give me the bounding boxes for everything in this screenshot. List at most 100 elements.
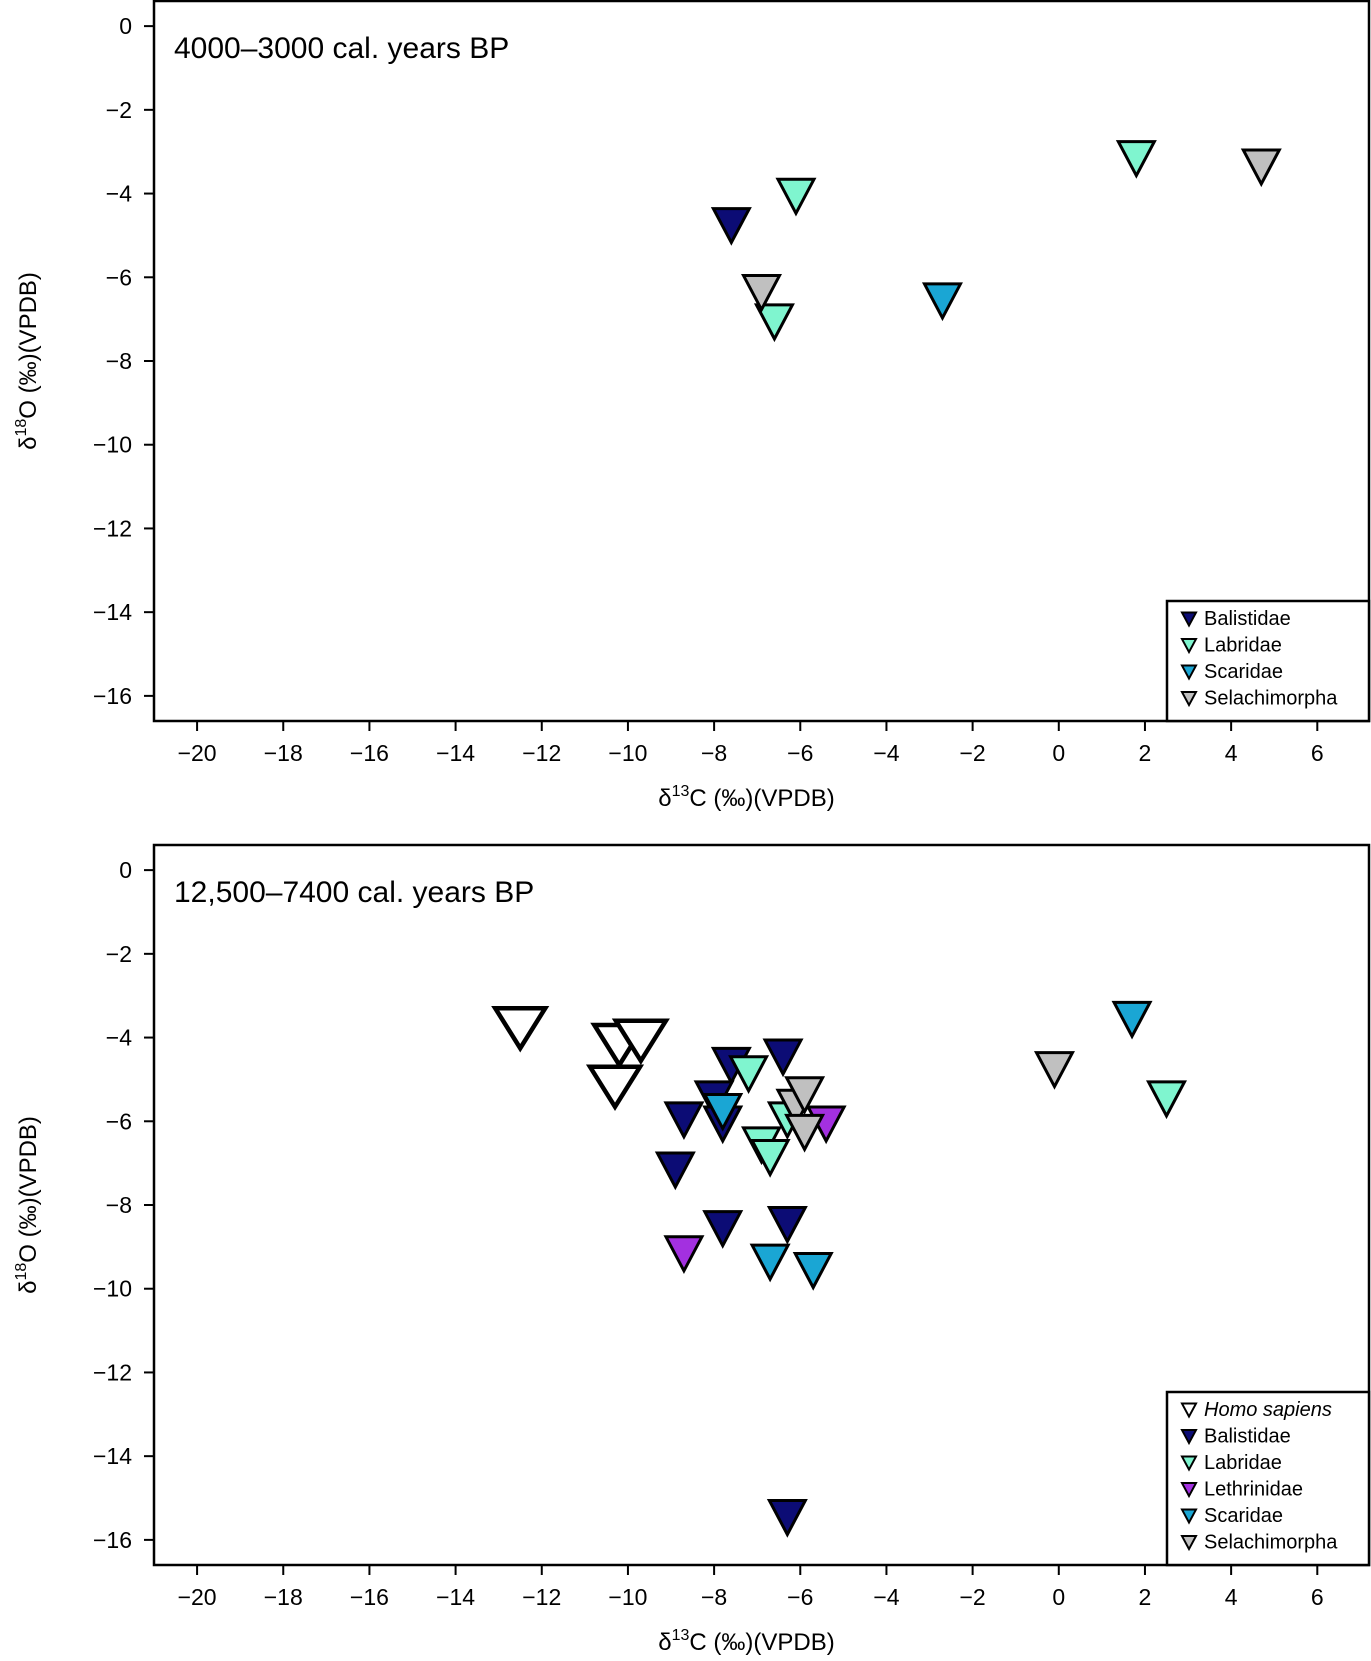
x-tick-label: −14 — [436, 1584, 475, 1610]
x-tick-label: −6 — [787, 1584, 813, 1610]
data-point — [1115, 140, 1157, 179]
data-point — [741, 274, 782, 313]
series-labridae — [753, 140, 1157, 343]
data-point — [710, 207, 752, 246]
x-tick-label: 2 — [1139, 740, 1152, 766]
x-tick-label: −8 — [701, 740, 727, 766]
legend-marker — [1180, 638, 1198, 655]
y-tick-label: 0 — [119, 13, 132, 39]
series-balistidae — [710, 207, 752, 246]
data-point — [792, 1252, 834, 1291]
y-tick-label: −6 — [106, 264, 132, 290]
data-point — [749, 1138, 791, 1178]
x-tick-label: 0 — [1052, 740, 1065, 766]
data-point — [762, 1038, 804, 1078]
y-tick-label: −12 — [93, 1359, 132, 1385]
y-tick-label: −4 — [106, 1025, 132, 1051]
y-axis-title: δ18O (‰)(VPDB) — [13, 1116, 42, 1294]
legend-marker — [1180, 1429, 1198, 1446]
data-point — [663, 1235, 705, 1274]
x-tick-label: −12 — [522, 1584, 561, 1610]
panel-title: 12,500–7400 cal. years BP — [174, 876, 534, 909]
data-point — [491, 1005, 550, 1053]
legend-label: Balistidae — [1204, 608, 1291, 630]
data-point — [728, 1055, 770, 1094]
y-tick-label: −2 — [106, 97, 132, 123]
x-axis-title: δ13C (‰)(VPDB) — [658, 783, 834, 812]
x-tick-label: 6 — [1311, 1584, 1324, 1610]
data-point — [1033, 1051, 1075, 1090]
x-tick-label: −10 — [608, 740, 647, 766]
legend: Balistidae Labridae Scaridae Selachimorpha — [1165, 599, 1371, 723]
x-tick-label: −10 — [608, 1584, 647, 1610]
legend-marker — [1180, 664, 1198, 681]
data-point — [663, 1101, 705, 1141]
legend-label: Selachimorpha — [1204, 688, 1338, 710]
panel-title: 4000–3000 cal. years BP — [174, 32, 509, 65]
series-selachimorpha — [775, 1051, 1075, 1153]
y-tick-label: −16 — [93, 683, 132, 709]
y-tick-label: −8 — [106, 1192, 132, 1218]
series-scaridae — [921, 282, 963, 322]
x-tick-label: −16 — [350, 740, 389, 766]
legend-marker — [1180, 1535, 1198, 1552]
legend-label: Labridae — [1204, 1452, 1282, 1474]
data-point — [654, 1151, 696, 1191]
x-tick-label: −2 — [959, 1584, 985, 1610]
y-tick-label: −12 — [93, 515, 132, 541]
y-axis-title: δ18O (‰)(VPDB) — [13, 272, 42, 450]
y-tick-label: −16 — [93, 1527, 132, 1553]
legend-marker — [1180, 1482, 1198, 1499]
x-tick-label: 0 — [1052, 1584, 1065, 1610]
y-tick-label: −14 — [93, 599, 132, 625]
y-tick-label: −10 — [93, 1276, 132, 1302]
legend-marker — [1180, 611, 1198, 628]
data-point — [784, 1113, 826, 1153]
y-tick-label: −8 — [106, 348, 132, 374]
chart-panel-1: −20 −18 −16 −14 −12 −10 −8 −6 −4 −2 0 2 4 60−2−4−6−8−… — [13, 0, 1371, 812]
data-point — [784, 1076, 826, 1115]
legend-label: Scaridae — [1204, 661, 1283, 683]
legend-box — [1165, 1390, 1371, 1567]
x-tick-label: −6 — [787, 740, 813, 766]
data-point — [702, 1210, 744, 1249]
legend-box — [1165, 599, 1371, 723]
x-tick-label: −14 — [436, 740, 475, 766]
legend-label: Homo sapiens — [1204, 1399, 1332, 1421]
x-tick-label: −2 — [959, 740, 985, 766]
legend-label: Lethrinidae — [1204, 1479, 1303, 1501]
data-point — [585, 1064, 645, 1112]
x-tick-label: −18 — [264, 1584, 303, 1610]
x-tick-label: −18 — [264, 740, 303, 766]
x-tick-label: −8 — [701, 1584, 727, 1610]
data-point — [921, 282, 963, 322]
legend-label: Selachimorpha — [1204, 1532, 1338, 1554]
data-point — [766, 1205, 808, 1245]
x-tick-label: −16 — [350, 1584, 389, 1610]
legend-marker — [1180, 1402, 1198, 1419]
chart-panel-2: −20 −18 −16 −14 −12 −10 −8 −6 −4 −2 0 2 4 60−2−4−6−8−… — [13, 843, 1371, 1656]
legend-marker — [1180, 1508, 1198, 1525]
x-tick-label: 2 — [1139, 1584, 1152, 1610]
series-homo-sapiens — [491, 1005, 670, 1112]
legend-marker — [1180, 1455, 1198, 1472]
series-scaridae — [702, 1000, 1153, 1291]
legend: Homo sapiens Balistidae Labridae Lethrinida… — [1165, 1390, 1371, 1567]
legend-label: Labridae — [1204, 635, 1282, 657]
legend-marker — [1180, 691, 1198, 708]
data-point — [1111, 1000, 1153, 1040]
x-tick-label: 6 — [1311, 740, 1324, 766]
legend-label: Scaridae — [1204, 1505, 1283, 1527]
y-tick-label: −14 — [93, 1443, 132, 1469]
data-point — [766, 1498, 808, 1538]
data-point — [775, 177, 817, 217]
x-tick-label: 4 — [1225, 740, 1238, 766]
data-point — [611, 1018, 670, 1066]
y-tick-label: −4 — [106, 181, 132, 207]
data-point — [1240, 148, 1282, 188]
legend-label: Balistidae — [1204, 1426, 1291, 1448]
x-tick-label: −20 — [178, 740, 217, 766]
y-tick-label: 0 — [119, 857, 132, 883]
x-tick-label: 4 — [1225, 1584, 1238, 1610]
y-tick-label: −2 — [106, 941, 132, 967]
